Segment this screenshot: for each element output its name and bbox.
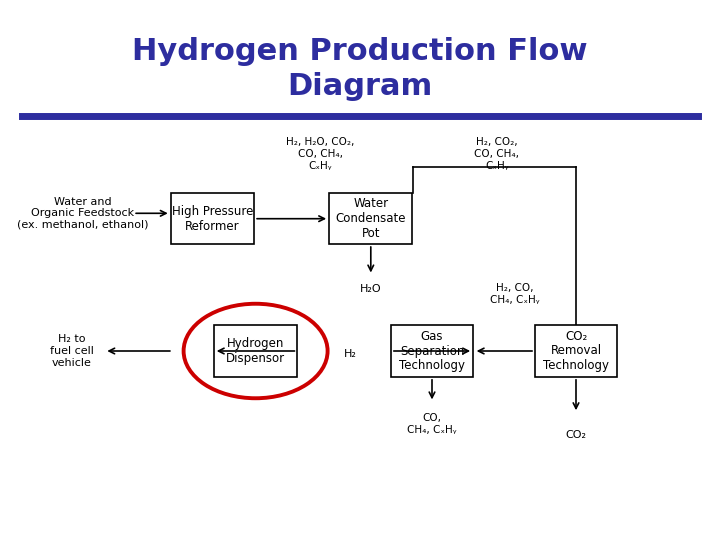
Bar: [171, 193, 254, 244]
Text: CO,
CH₄, CₓHᵧ: CO, CH₄, CₓHᵧ: [408, 413, 456, 435]
Text: CO₂: CO₂: [565, 430, 587, 440]
Text: H₂, CO,
CH₄, CₓHᵧ: H₂, CO, CH₄, CₓHᵧ: [490, 284, 539, 305]
Text: H₂ to
fuel cell
vehicle: H₂ to fuel cell vehicle: [50, 334, 94, 368]
Bar: [534, 325, 618, 377]
Text: Gas
Separation
Technology: Gas Separation Technology: [399, 329, 465, 373]
Text: Water and
Organic Feedstock
(ex. methanol, ethanol): Water and Organic Feedstock (ex. methano…: [17, 197, 148, 230]
Text: H₂: H₂: [344, 349, 357, 359]
Text: Water
Condensate
Pot: Water Condensate Pot: [336, 197, 406, 240]
Text: High Pressure
Reformer: High Pressure Reformer: [171, 205, 253, 233]
Bar: [330, 193, 413, 244]
Text: CO₂
Removal
Technology: CO₂ Removal Technology: [543, 329, 609, 373]
Text: Hydrogen
Dispensor: Hydrogen Dispensor: [226, 337, 285, 365]
Bar: [390, 325, 474, 377]
Text: H₂, CO₂,
CO, CH₄,
CₓHᵧ: H₂, CO₂, CO, CH₄, CₓHᵧ: [474, 137, 519, 171]
Text: H₂O: H₂O: [360, 284, 382, 294]
Text: H₂, H₂O, CO₂,
CO, CH₄,
CₓHᵧ: H₂, H₂O, CO₂, CO, CH₄, CₓHᵧ: [287, 137, 354, 171]
Bar: [215, 325, 297, 377]
Text: Diagram: Diagram: [287, 72, 433, 101]
Text: Hydrogen Production Flow: Hydrogen Production Flow: [132, 37, 588, 66]
